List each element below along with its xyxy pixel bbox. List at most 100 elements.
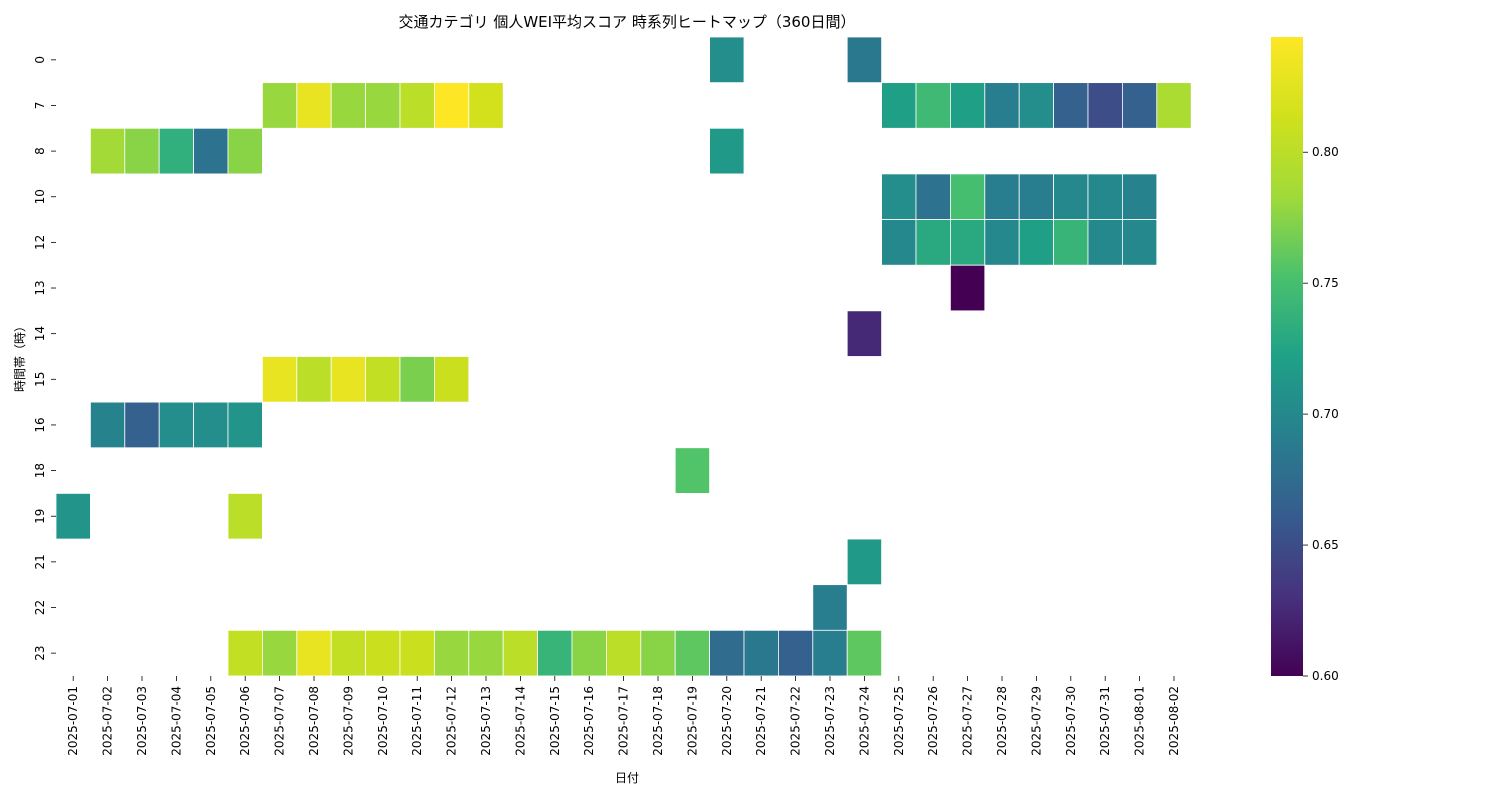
y-tick-label: 8 [33,147,47,155]
heatmap-cell [330,82,367,129]
heatmap-cell [1087,82,1123,129]
heatmap-cell [915,173,951,220]
heatmap-cell [330,356,367,403]
heatmap-cell [674,629,711,677]
heatmap-cell [1122,82,1158,129]
heatmap-cell [571,629,607,677]
heatmap-cell [1087,173,1123,220]
heatmap-cell [227,401,263,449]
heatmap-cell [227,127,263,175]
heatmap-cell [124,127,160,175]
heatmap-cell [812,584,848,631]
heatmap-cell [812,629,848,677]
heatmap-cell [365,82,401,129]
x-tick-label: 2025-07-20 [720,686,734,756]
y-axis-label: 時間帯（時） [13,320,27,392]
heatmap-cell [399,356,435,403]
y-tick-label: 21 [33,554,47,569]
heatmap-cell [984,82,1020,129]
heatmap-cell [881,219,917,266]
heatmap-cell [1018,219,1055,266]
heatmap-cell [124,401,160,449]
heatmap-cell [1156,82,1192,129]
x-tick-label: 2025-07-26 [926,686,940,756]
heatmap-cell [365,629,401,677]
heatmap-cell [743,629,779,677]
y-tick-label: 13 [33,280,47,295]
x-tick-label: 2025-07-05 [204,686,218,756]
heatmap-cell [158,401,194,449]
x-tick-label: 2025-07-08 [307,686,321,756]
colorbar-tick-label: 0.75 [1312,276,1339,290]
heatmap-cell [296,82,332,129]
heatmap-cell [399,82,435,129]
heatmap-cell [90,127,126,175]
heatmap-cell [468,82,504,129]
heatmap-cell [846,538,883,586]
heatmap-cell [950,219,986,266]
y-tick-label: 22 [33,600,47,615]
heatmap-cell [915,82,951,129]
x-tick-label: 2025-07-31 [1098,686,1112,756]
x-tick-label: 2025-07-07 [273,686,287,756]
heatmap-cell [984,219,1020,266]
heatmap-cell [537,629,573,677]
heatmap-cell [1053,82,1089,129]
heatmap-cell [227,492,263,540]
heatmap-cell [984,173,1020,220]
x-tick-label: 2025-07-29 [1029,686,1043,756]
heatmap-cell [846,36,883,84]
y-tick-label: 12 [33,235,47,250]
x-tick-label: 2025-07-24 [857,686,871,756]
x-tick-label: 2025-07-15 [548,686,562,756]
y-tick-label: 10 [33,189,47,204]
heatmap-cell [1018,173,1055,220]
heatmap-cell [55,492,91,540]
heatmap-cell [950,264,986,312]
heatmap-cell [606,629,642,677]
heatmap-cell [433,356,470,403]
heatmap-cell [1053,219,1089,266]
heatmap-cell [227,629,263,677]
heatmap-cell [158,127,194,175]
y-tick-label: 16 [33,417,47,432]
y-axis-ticks: 0 7 8 10 12 13 14 15 16 18 19 21 22 23 [33,56,56,661]
x-tick-label: 2025-07-02 [101,686,115,756]
heatmap-cell [1087,219,1123,266]
x-tick-label: 2025-07-04 [169,686,183,756]
x-tick-label: 2025-07-21 [754,686,768,756]
heatmap-cell [640,629,676,677]
colorbar [1271,37,1303,676]
x-tick-label: 2025-07-16 [582,686,596,756]
x-tick-label: 2025-07-25 [892,686,906,756]
x-tick-label: 2025-08-02 [1167,686,1181,756]
heatmap-cell [950,173,986,220]
x-tick-label: 2025-07-10 [376,686,390,756]
heatmap-cells [55,36,1192,677]
x-tick-label: 2025-07-11 [410,686,424,756]
colorbar-tick-label: 0.60 [1312,669,1339,683]
heatmap-cell [1122,173,1158,220]
x-tick-label: 2025-07-03 [135,686,149,756]
heatmap-cell [433,82,470,129]
heatmap-cell [399,629,435,677]
y-tick-label: 19 [33,509,47,524]
heatmap-cell [433,629,470,677]
x-tick-label: 2025-08-01 [1133,686,1147,756]
y-tick-label: 23 [33,645,47,660]
x-axis-ticks: 2025-07-01 2025-07-02 2025-07-03 2025-07-04… [66,675,1181,756]
heatmap-cell [709,629,745,677]
colorbar-tick-label: 0.80 [1312,145,1339,159]
heatmap-cell [846,310,883,357]
heatmap-cell [915,219,951,266]
heatmap-cell [881,82,917,129]
heatmap-cell [778,629,814,677]
heatmap-cell [90,401,126,449]
x-tick-label: 2025-07-22 [789,686,803,756]
x-tick-label: 2025-07-19 [685,686,699,756]
x-tick-label: 2025-07-17 [617,686,631,756]
heatmap-cell [709,36,745,84]
y-tick-label: 15 [33,372,47,387]
x-tick-label: 2025-07-12 [445,686,459,756]
